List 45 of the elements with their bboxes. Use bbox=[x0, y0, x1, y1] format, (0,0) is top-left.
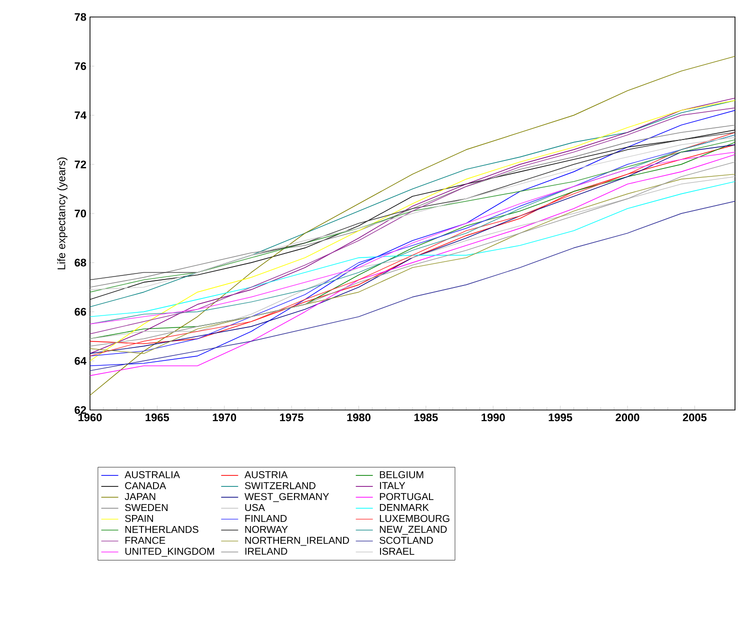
x-tick-label: 1960 bbox=[78, 414, 102, 422]
line-series bbox=[90, 181, 736, 318]
legend-label: AUSTRALIA bbox=[124, 471, 180, 478]
y-tick-label: 62 bbox=[74, 406, 86, 414]
legend-label: ISRAEL bbox=[380, 548, 414, 555]
x-tick-label: 1980 bbox=[347, 414, 370, 422]
legend-label: IRELAND bbox=[245, 548, 288, 555]
legend-label: ITALY bbox=[380, 482, 406, 490]
x-tick-label: 1965 bbox=[146, 414, 170, 422]
legend-label: LUXEMBOURG bbox=[380, 514, 450, 522]
x-tick-label: 2005 bbox=[682, 414, 707, 422]
legend-label: FINLAND bbox=[245, 514, 287, 522]
x-tick-label: 1970 bbox=[212, 414, 236, 422]
legend-label: UNITED_KINGDOM bbox=[125, 548, 214, 557]
legend-label: DENMARK bbox=[380, 504, 429, 511]
y-tick-label: 76 bbox=[74, 62, 86, 70]
legend-label: SPAIN bbox=[125, 514, 153, 522]
x-tick-label: 1985 bbox=[414, 414, 438, 422]
legend-label: SWEDEN bbox=[125, 504, 168, 512]
y-tick-label: 72 bbox=[74, 160, 86, 168]
y-tick-label: 70 bbox=[74, 210, 86, 218]
legend-label: PORTUGAL bbox=[380, 493, 434, 500]
y-tick-label: 78 bbox=[74, 13, 86, 21]
legend-label: BELGIUM bbox=[380, 471, 424, 478]
legend-label: USA bbox=[245, 504, 265, 512]
x-tick-label: 2000 bbox=[616, 414, 640, 422]
y-axis-title: Life expectancy (years) bbox=[57, 158, 68, 270]
y-tick-label: 68 bbox=[74, 258, 86, 267]
legend-label: NETHERLANDS bbox=[125, 526, 198, 533]
legend-label: NEW_ZELAND bbox=[380, 526, 447, 535]
x-tick-label: 1975 bbox=[280, 414, 304, 422]
y-tick-label: 66 bbox=[74, 308, 86, 316]
legend-label: CANADA bbox=[125, 482, 166, 490]
legend-label: NORWAY bbox=[245, 526, 288, 533]
legend-label: JAPAN bbox=[124, 493, 156, 500]
legend-label: NORTHERN_IRELAND bbox=[245, 536, 350, 546]
y-tick-label: 64 bbox=[74, 357, 86, 365]
legend-label: SWITZERLAND bbox=[244, 482, 316, 490]
legend-label: FRANCE bbox=[125, 536, 166, 544]
y-tick-label: 74 bbox=[74, 111, 86, 120]
x-tick-label: 1995 bbox=[548, 414, 572, 422]
legend-label: WEST_GERMANY bbox=[244, 493, 329, 502]
legend-label: AUSTRIA bbox=[244, 471, 288, 478]
x-tick-label: 1990 bbox=[482, 414, 505, 422]
legend-label: SCOTLAND bbox=[380, 536, 433, 544]
